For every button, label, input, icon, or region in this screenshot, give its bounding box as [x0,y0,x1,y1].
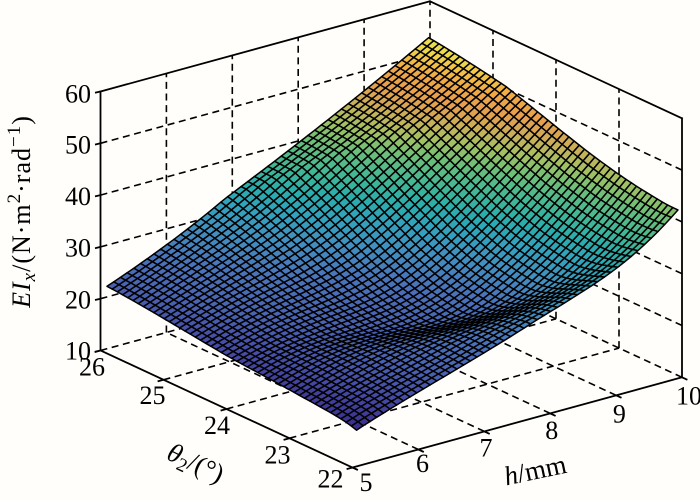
svg-text:EIx/(N·m2·rad−1): EIx/(N·m2·rad−1) [4,115,40,309]
svg-text:9: 9 [613,400,626,429]
svg-text:10: 10 [676,382,700,411]
svg-text:25: 25 [140,381,166,410]
svg-text:50: 50 [65,130,91,159]
svg-text:10: 10 [65,337,91,366]
svg-text:8: 8 [545,416,558,445]
svg-text:24: 24 [204,411,230,440]
svg-text:22: 22 [318,465,344,494]
svg-text:5: 5 [360,468,373,495]
svg-text:40: 40 [65,182,91,211]
svg-text:30: 30 [65,234,91,263]
svg-text:7: 7 [480,434,493,463]
svg-text:20: 20 [65,286,91,315]
svg-text:60: 60 [65,79,91,108]
svg-text:23: 23 [265,441,291,470]
svg-text:6: 6 [416,449,429,478]
svg-text:26: 26 [79,353,105,382]
